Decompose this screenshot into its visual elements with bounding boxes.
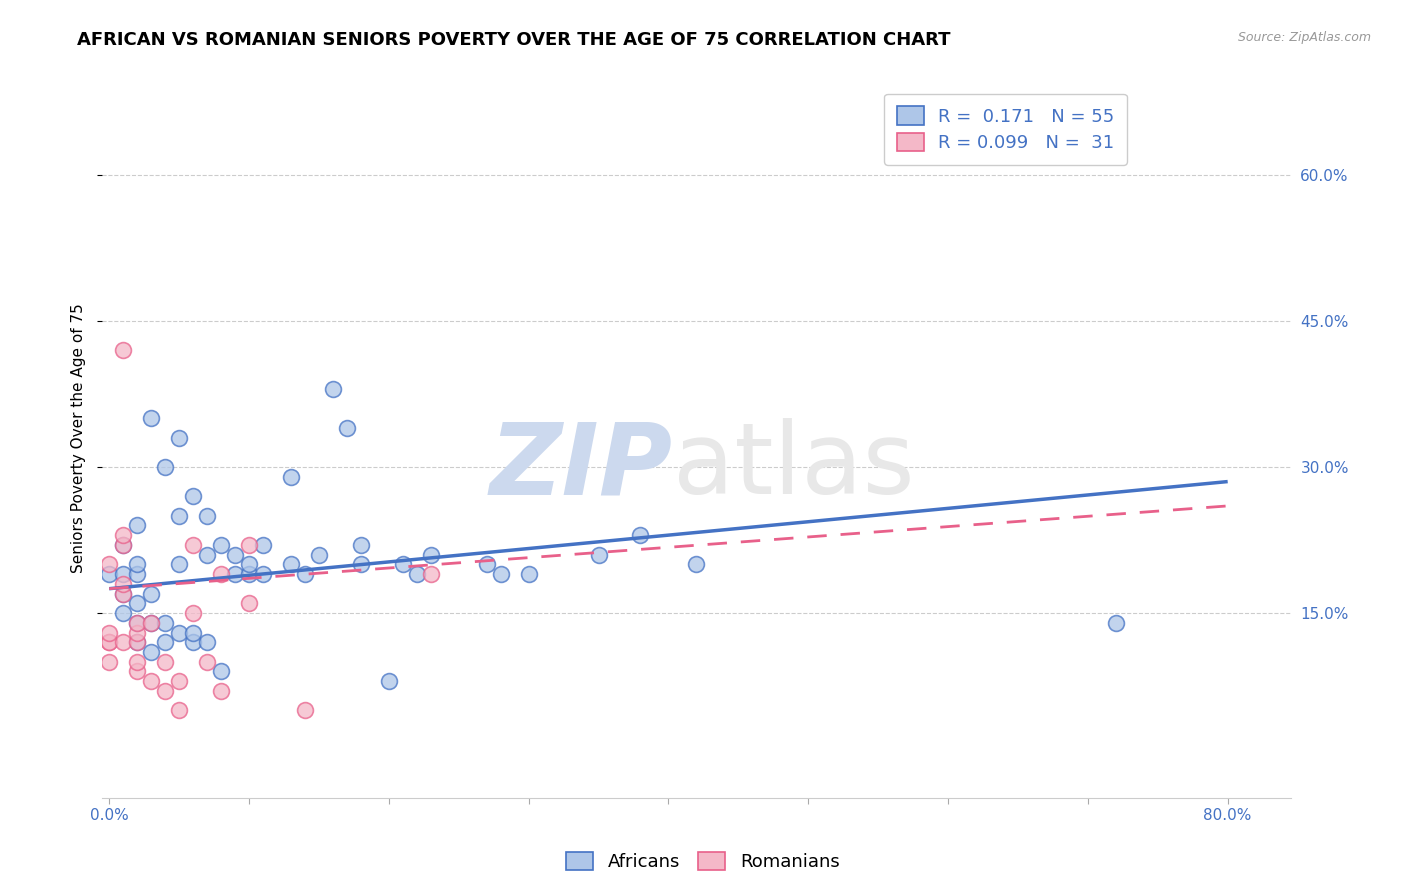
Point bbox=[1105, 615, 1128, 630]
Point bbox=[127, 625, 149, 640]
Point bbox=[350, 538, 373, 552]
Point bbox=[280, 469, 302, 483]
Point bbox=[141, 411, 163, 425]
Point bbox=[141, 615, 163, 630]
Point bbox=[98, 567, 121, 582]
Point bbox=[405, 567, 427, 582]
Point bbox=[127, 596, 149, 610]
Point bbox=[195, 655, 218, 669]
Point bbox=[127, 655, 149, 669]
Point bbox=[209, 538, 232, 552]
Point bbox=[238, 596, 260, 610]
Point bbox=[112, 538, 135, 552]
Point bbox=[112, 567, 135, 582]
Point bbox=[127, 615, 149, 630]
Point bbox=[167, 431, 190, 445]
Point bbox=[252, 567, 274, 582]
Point bbox=[280, 558, 302, 572]
Point bbox=[141, 674, 163, 689]
Point bbox=[238, 558, 260, 572]
Point bbox=[112, 528, 135, 542]
Point bbox=[98, 558, 121, 572]
Point bbox=[195, 508, 218, 523]
Point bbox=[141, 645, 163, 659]
Point bbox=[98, 625, 121, 640]
Point bbox=[153, 684, 176, 698]
Point bbox=[294, 703, 316, 717]
Point bbox=[181, 635, 204, 649]
Point bbox=[588, 548, 610, 562]
Text: ZIP: ZIP bbox=[489, 418, 672, 515]
Point bbox=[238, 567, 260, 582]
Point bbox=[112, 343, 135, 357]
Point bbox=[112, 577, 135, 591]
Point bbox=[209, 684, 232, 698]
Point bbox=[350, 558, 373, 572]
Point bbox=[517, 567, 540, 582]
Point bbox=[127, 567, 149, 582]
Point bbox=[153, 615, 176, 630]
Point bbox=[167, 508, 190, 523]
Point bbox=[127, 518, 149, 533]
Point bbox=[181, 538, 204, 552]
Point bbox=[308, 548, 330, 562]
Point bbox=[167, 703, 190, 717]
Point bbox=[294, 567, 316, 582]
Point bbox=[141, 586, 163, 600]
Point bbox=[209, 665, 232, 679]
Point bbox=[127, 665, 149, 679]
Point bbox=[224, 548, 246, 562]
Point bbox=[112, 538, 135, 552]
Point bbox=[195, 635, 218, 649]
Point bbox=[153, 635, 176, 649]
Point bbox=[419, 567, 441, 582]
Text: Source: ZipAtlas.com: Source: ZipAtlas.com bbox=[1237, 31, 1371, 45]
Text: atlas: atlas bbox=[672, 418, 914, 515]
Point bbox=[195, 548, 218, 562]
Point bbox=[127, 635, 149, 649]
Point bbox=[489, 567, 512, 582]
Text: AFRICAN VS ROMANIAN SENIORS POVERTY OVER THE AGE OF 75 CORRELATION CHART: AFRICAN VS ROMANIAN SENIORS POVERTY OVER… bbox=[77, 31, 950, 49]
Point bbox=[181, 625, 204, 640]
Point bbox=[167, 625, 190, 640]
Point bbox=[238, 538, 260, 552]
Point bbox=[127, 558, 149, 572]
Point bbox=[475, 558, 498, 572]
Point bbox=[98, 635, 121, 649]
Point bbox=[181, 606, 204, 620]
Point bbox=[127, 635, 149, 649]
Point bbox=[127, 615, 149, 630]
Point bbox=[112, 606, 135, 620]
Point bbox=[98, 635, 121, 649]
Point bbox=[181, 489, 204, 503]
Y-axis label: Seniors Poverty Over the Age of 75: Seniors Poverty Over the Age of 75 bbox=[72, 303, 86, 573]
Legend: Africans, Romanians: Africans, Romanians bbox=[560, 845, 846, 879]
Point bbox=[167, 674, 190, 689]
Point bbox=[336, 421, 359, 435]
Point bbox=[224, 567, 246, 582]
Point bbox=[322, 382, 344, 396]
Point bbox=[630, 528, 652, 542]
Point bbox=[419, 548, 441, 562]
Point bbox=[112, 586, 135, 600]
Point bbox=[141, 615, 163, 630]
Point bbox=[98, 655, 121, 669]
Point bbox=[153, 460, 176, 475]
Legend: R =  0.171   N = 55, R = 0.099   N =  31: R = 0.171 N = 55, R = 0.099 N = 31 bbox=[884, 94, 1128, 165]
Point bbox=[252, 538, 274, 552]
Point bbox=[378, 674, 401, 689]
Point bbox=[685, 558, 707, 572]
Point bbox=[167, 558, 190, 572]
Point bbox=[112, 635, 135, 649]
Point bbox=[209, 567, 232, 582]
Point bbox=[391, 558, 413, 572]
Point bbox=[153, 655, 176, 669]
Point bbox=[112, 586, 135, 600]
